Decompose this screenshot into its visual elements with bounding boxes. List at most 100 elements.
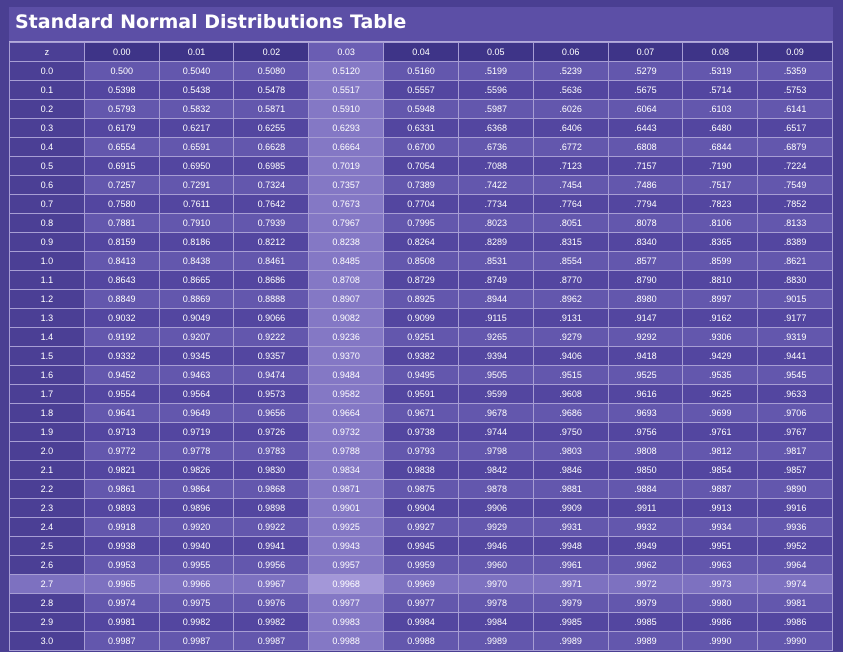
- page-title: Standard Normal Distributions Table: [15, 11, 407, 33]
- probability-cell: 0.7910: [158, 213, 235, 233]
- probability-cell: .9803: [532, 441, 609, 461]
- probability-cell: .9115: [457, 308, 534, 328]
- probability-cell: 0.9965: [83, 574, 160, 594]
- probability-cell: .9525: [607, 365, 684, 385]
- table-row: 1.5 0.9332 0.9345 0.9357 0.9370 0.9382.9394.9…: [9, 346, 833, 366]
- probability-cell: 0.9382: [383, 346, 459, 366]
- probability-cell: .9881: [532, 479, 609, 499]
- probability-cell: 0.6628: [233, 137, 310, 157]
- probability-cell: 0.6950: [158, 156, 235, 176]
- probability-cell: 0.9591: [383, 384, 459, 404]
- probability-cell: .7190: [682, 156, 759, 176]
- probability-cell: .9981: [757, 593, 833, 613]
- probability-cell: .8554: [532, 251, 609, 271]
- probability-cell: .9929: [457, 517, 534, 537]
- probability-cell: 0.9834: [308, 460, 385, 480]
- probability-cell: .8577: [607, 251, 684, 271]
- probability-cell: .9932: [607, 517, 684, 537]
- table-row: 0.2 0.5793 0.5832 0.5871 0.5910 0.5948.5987.6…: [9, 99, 833, 119]
- probability-cell: .6406: [532, 118, 609, 138]
- probability-cell: .5753: [757, 80, 833, 100]
- probability-cell: .9744: [457, 422, 534, 442]
- normal-distribution-table: z 0.00 0.01 0.02 0.03 0.04 0.05 0.06 0.07 0.08 0.0…: [9, 42, 833, 651]
- probability-cell: .9970: [457, 574, 534, 594]
- probability-cell: .9890: [757, 479, 833, 499]
- probability-cell: .9979: [532, 593, 609, 613]
- probability-cell: 0.9941: [233, 536, 310, 556]
- probability-cell: .8749: [457, 270, 534, 290]
- column-header: 0.05: [457, 42, 534, 62]
- probability-cell: 0.7019: [308, 156, 385, 176]
- probability-cell: 0.9896: [158, 498, 235, 518]
- table-row: 1.9 0.9713 0.9719 0.9726 0.9732 0.9738.9744.9…: [9, 422, 833, 442]
- probability-cell: .9952: [757, 536, 833, 556]
- z-value-cell: 2.8: [9, 593, 85, 613]
- probability-cell: 0.5040: [158, 61, 235, 81]
- probability-cell: .6517: [757, 118, 833, 138]
- probability-cell: .9916: [757, 498, 833, 518]
- probability-cell: 0.8869: [158, 289, 235, 309]
- probability-cell: .9949: [607, 536, 684, 556]
- probability-cell: .8944: [457, 289, 534, 309]
- z-value-cell: 1.7: [9, 384, 85, 404]
- z-value-cell: 1.3: [9, 308, 85, 328]
- probability-cell: 0.9984: [383, 612, 459, 632]
- probability-cell: .9177: [757, 308, 833, 328]
- z-value-cell: 2.6: [9, 555, 85, 575]
- table-row: 0.6 0.7257 0.7291 0.7324 0.7357 0.7389.7422.7…: [9, 175, 833, 195]
- z-value-cell: 2.2: [9, 479, 85, 499]
- probability-cell: .9884: [607, 479, 684, 499]
- probability-cell: .9986: [682, 612, 759, 632]
- probability-cell: 0.9969: [383, 574, 459, 594]
- probability-cell: 0.9207: [158, 327, 235, 347]
- probability-cell: 0.5080: [233, 61, 310, 81]
- probability-cell: 0.8708: [308, 270, 385, 290]
- probability-cell: .9989: [607, 631, 684, 651]
- probability-cell: .9625: [682, 384, 759, 404]
- probability-cell: .9817: [757, 441, 833, 461]
- probability-cell: 0.9898: [233, 498, 310, 518]
- z-value-cell: 1.8: [9, 403, 85, 423]
- probability-cell: .9986: [757, 612, 833, 632]
- probability-cell: .8790: [607, 270, 684, 290]
- probability-cell: 0.7389: [383, 175, 459, 195]
- column-header: 0.04: [383, 42, 459, 62]
- probability-cell: 0.9671: [383, 403, 459, 423]
- probability-cell: 0.9967: [233, 574, 310, 594]
- probability-cell: .9931: [532, 517, 609, 537]
- table-row: 1.8 0.9641 0.9649 0.9656 0.9664 0.9671.9678.9…: [9, 403, 833, 423]
- probability-cell: 0.5557: [383, 80, 459, 100]
- column-header: 0.00: [83, 42, 160, 62]
- probability-cell: 0.9099: [383, 308, 459, 328]
- probability-cell: 0.8643: [83, 270, 160, 290]
- probability-cell: .6064: [607, 99, 684, 119]
- probability-cell: .9265: [457, 327, 534, 347]
- table-row: 0.4 0.6554 0.6591 0.6628 0.6664 0.6700.6736.6…: [9, 137, 833, 157]
- probability-cell: .9960: [457, 555, 534, 575]
- probability-cell: 0.9925: [308, 517, 385, 537]
- probability-cell: 0.500: [83, 61, 160, 81]
- probability-cell: 0.9920: [158, 517, 235, 537]
- probability-cell: 0.7704: [383, 194, 459, 214]
- probability-cell: .9913: [682, 498, 759, 518]
- probability-cell: 0.9927: [383, 517, 459, 537]
- probability-cell: .7224: [757, 156, 833, 176]
- probability-cell: .6879: [757, 137, 833, 157]
- probability-cell: .9429: [682, 346, 759, 366]
- probability-cell: .9962: [607, 555, 684, 575]
- probability-cell: .9934: [682, 517, 759, 537]
- probability-cell: 0.9977: [308, 593, 385, 613]
- probability-cell: 0.8686: [233, 270, 310, 290]
- probability-cell: .5714: [682, 80, 759, 100]
- probability-cell: 0.9987: [233, 631, 310, 651]
- probability-cell: 0.9573: [233, 384, 310, 404]
- table-row: 2.1 0.9821 0.9826 0.9830 0.9834 0.9838.9842.9…: [9, 460, 833, 480]
- table-row: 2.8 0.9974 0.9975 0.9976 0.9977 0.9977.9978.9…: [9, 593, 833, 613]
- probability-cell: 0.9738: [383, 422, 459, 442]
- probability-cell: 0.9861: [83, 479, 160, 499]
- column-header: 0.08: [682, 42, 759, 62]
- probability-cell: 0.9875: [383, 479, 459, 499]
- probability-cell: .7549: [757, 175, 833, 195]
- probability-cell: .8365: [682, 232, 759, 252]
- probability-cell: .6026: [532, 99, 609, 119]
